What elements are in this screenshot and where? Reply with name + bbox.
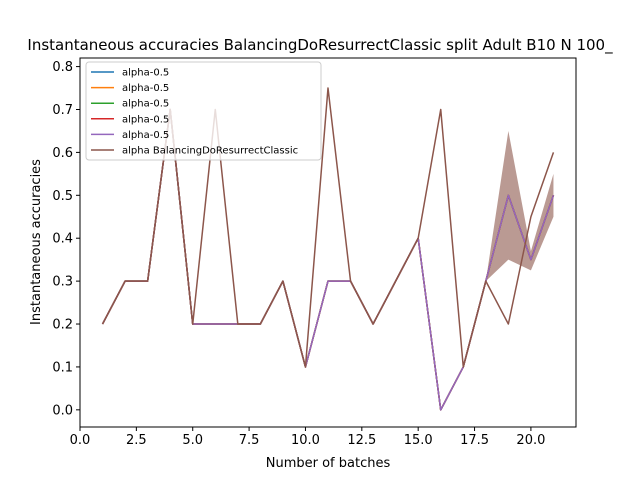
legend-entry-label: alpha-0.5: [122, 114, 169, 125]
x-axis-label: Number of batches: [266, 456, 391, 471]
legend-entry-label: alpha BalancingDoResurrectClassic: [122, 146, 298, 157]
x-tick-label: 10.0: [291, 433, 320, 448]
legend: alpha-0.5 alpha-0.5 alpha-0.5 alpha-0.5 alph…: [85, 61, 322, 161]
x-tick-label: 0.0: [70, 433, 91, 448]
y-tick-label: 0.8: [52, 60, 73, 75]
series-layer: [101, 87, 555, 411]
x-tick-label: 5.0: [182, 433, 203, 448]
legend-entry-label: alpha-0.5: [122, 130, 169, 141]
y-tick-label: 0.2: [52, 318, 73, 333]
y-tick-label: 0.1: [52, 360, 73, 375]
y-tick-label: 0.0: [52, 403, 73, 418]
series-line-6: [101, 87, 555, 368]
y-axis: 0.0 0.1 0.2 0.3 0.4 0.5 0.6 0.7 0.8: [52, 60, 80, 418]
x-tick-label: 12.5: [347, 433, 376, 448]
y-axis-label: Instantaneous accuracies: [29, 159, 44, 325]
plot-frame: [79, 57, 577, 428]
y-tick-label: 0.6: [52, 146, 73, 161]
y-tick-label: 0.4: [52, 232, 73, 247]
legend-entry-label: alpha-0.5: [122, 83, 169, 94]
legend-entry-label: alpha-0.5: [122, 68, 169, 79]
y-tick-label: 0.3: [52, 275, 73, 290]
x-tick-label: 20.0: [516, 433, 545, 448]
x-tick-label: 2.5: [126, 433, 147, 448]
chart-title: Instantaneous accuracies BalancingDoResu…: [27, 36, 613, 55]
legend-entry-label: alpha-0.5: [122, 99, 169, 110]
x-tick-label: 17.5: [460, 433, 489, 448]
x-axis: 0.0 2.5 5.0 7.5 10.0 12.5 15.0 17.5 20.0: [70, 427, 545, 448]
y-tick-label: 0.7: [52, 103, 73, 118]
x-tick-label: 15.0: [404, 433, 433, 448]
legend-box: [85, 61, 322, 161]
y-tick-label: 0.5: [52, 189, 73, 204]
x-tick-label: 7.5: [239, 433, 260, 448]
